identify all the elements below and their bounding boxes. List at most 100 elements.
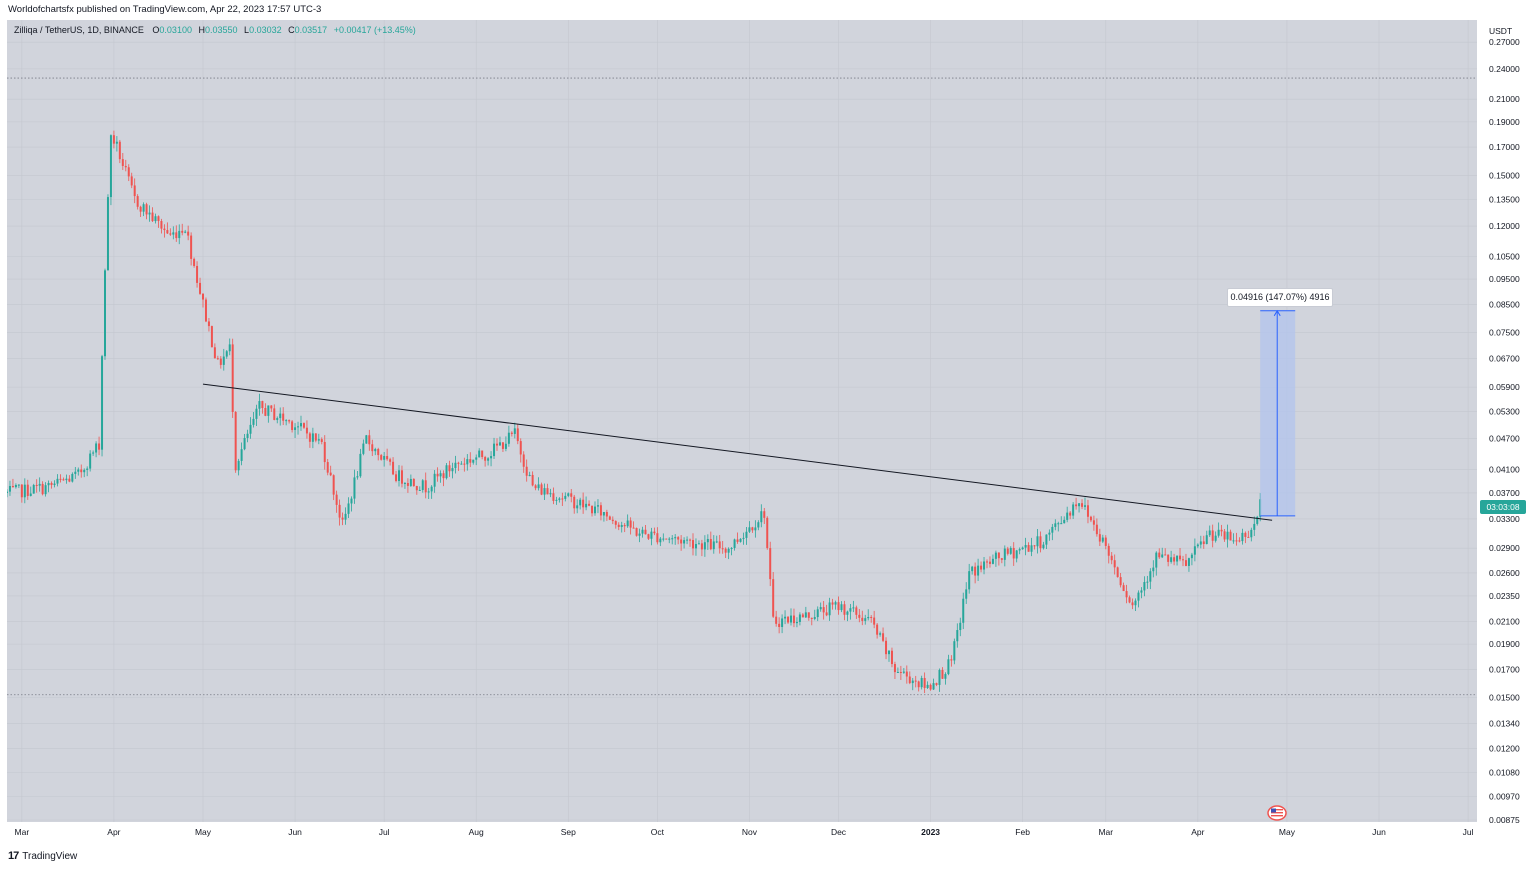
- candle-body: [1232, 540, 1235, 542]
- x-tick-label: 2023: [921, 827, 940, 837]
- candle-body: [1167, 554, 1170, 562]
- candle-body: [457, 462, 460, 464]
- candle-body: [350, 498, 353, 504]
- symbol-name: Zilliqa / TetherUS, 1D, BINANCE: [14, 25, 144, 35]
- candle-body: [157, 216, 160, 222]
- candle-body: [142, 204, 145, 212]
- candle-body: [692, 540, 694, 549]
- candle-body: [867, 616, 870, 619]
- candle-body: [650, 531, 653, 539]
- candle-body: [611, 519, 614, 522]
- candle-body: [184, 231, 187, 233]
- candle-body: [855, 607, 858, 615]
- candle-body: [795, 621, 798, 624]
- y-tick-label: 0.15000: [1489, 170, 1520, 180]
- candle-body: [104, 270, 106, 357]
- candle-body: [709, 538, 712, 550]
- candle-body: [1107, 545, 1110, 556]
- candle-body: [638, 533, 641, 536]
- price-chart[interactable]: 0.27000 0.24000 0.21000 0.19000 0.17000 0.150…: [7, 20, 1529, 842]
- y-tick-label: 0.04700: [1489, 434, 1520, 444]
- candle-body: [561, 498, 564, 500]
- symbol-legend: Zilliqa / TetherUS, 1D, BINANCE O0.03100…: [14, 25, 420, 35]
- candle-body: [852, 607, 855, 609]
- candle-body: [1170, 557, 1173, 562]
- candle-body: [876, 624, 879, 635]
- candle-body: [415, 486, 418, 491]
- candle-body: [748, 527, 751, 532]
- candle-body: [790, 615, 792, 623]
- candle-body: [406, 483, 409, 486]
- candle-body: [35, 484, 38, 486]
- candle-body: [1235, 540, 1238, 542]
- candle-body: [400, 470, 403, 484]
- candle-body: [1098, 534, 1101, 542]
- candle-body: [26, 484, 29, 496]
- candle-body: [736, 539, 739, 542]
- candle-body: [133, 185, 136, 197]
- candle-body: [959, 622, 962, 631]
- candle-body: [1137, 592, 1140, 601]
- candle-body: [297, 426, 300, 428]
- candle-body: [549, 493, 552, 495]
- candle-body: [323, 441, 326, 463]
- candle-body: [136, 196, 139, 207]
- candle-body: [8, 485, 11, 492]
- candle-body: [481, 450, 484, 458]
- candle-body: [605, 511, 608, 517]
- candle-body: [712, 541, 715, 550]
- candle-body: [240, 449, 243, 461]
- tradingview-brand[interactable]: 17 TradingView: [8, 850, 77, 862]
- measure-label: 0.04916 (147.07%) 4916: [1227, 288, 1333, 307]
- us-flag-icon[interactable]: [1267, 805, 1287, 821]
- candle-body: [1176, 555, 1179, 562]
- candle-body: [1003, 548, 1006, 560]
- candle-body: [436, 473, 439, 477]
- y-tick-label: 0.01200: [1489, 743, 1520, 753]
- low-value: 0.03032: [249, 25, 282, 35]
- candle-body: [83, 469, 86, 473]
- candle-body: [1104, 537, 1107, 546]
- horizontal-levels: [7, 77, 1477, 696]
- candle-body: [1063, 519, 1066, 524]
- chart-frame[interactable]: 0.27000 0.24000 0.21000 0.19000 0.17000 0.150…: [7, 20, 1529, 842]
- candle-body: [501, 442, 504, 449]
- candle-body: [745, 531, 748, 538]
- candle-body: [204, 299, 207, 322]
- candle-body: [395, 474, 398, 481]
- candle-body: [181, 230, 184, 233]
- candle-body: [837, 602, 840, 611]
- brand-name: TradingView: [22, 850, 78, 862]
- candle-body: [1128, 597, 1131, 603]
- candle-body: [172, 232, 175, 235]
- candle-body: [403, 483, 406, 485]
- change-value: +0.00417 (+13.45%): [333, 25, 416, 35]
- candle-body: [166, 230, 169, 234]
- candle-body: [121, 159, 124, 166]
- candle-body: [641, 529, 644, 534]
- candle-body: [1030, 545, 1033, 552]
- candle-body: [1208, 530, 1211, 536]
- candle-body: [389, 459, 392, 462]
- candle-body: [1226, 531, 1229, 540]
- candle-body: [95, 443, 98, 453]
- candle-body: [564, 495, 567, 499]
- candle-body: [870, 616, 873, 618]
- candle-body: [1084, 505, 1086, 507]
- candle-body: [801, 614, 804, 618]
- candle-body: [282, 413, 285, 421]
- candle-body: [617, 524, 620, 527]
- candle-body: [947, 659, 950, 675]
- publish-caption: Worldofchartsfx published on TradingView…: [8, 4, 322, 15]
- candle-body: [386, 456, 389, 460]
- candle-body: [193, 258, 196, 266]
- candle-body: [1190, 554, 1193, 559]
- candle-body: [17, 484, 20, 486]
- candle-body: [632, 527, 635, 529]
- candle-body: [1057, 523, 1060, 525]
- candle-body: [222, 356, 225, 365]
- candle-body: [531, 474, 534, 486]
- candle-body: [1086, 505, 1089, 517]
- y-tick-label: 0.01080: [1489, 767, 1520, 777]
- candle-body: [243, 437, 246, 450]
